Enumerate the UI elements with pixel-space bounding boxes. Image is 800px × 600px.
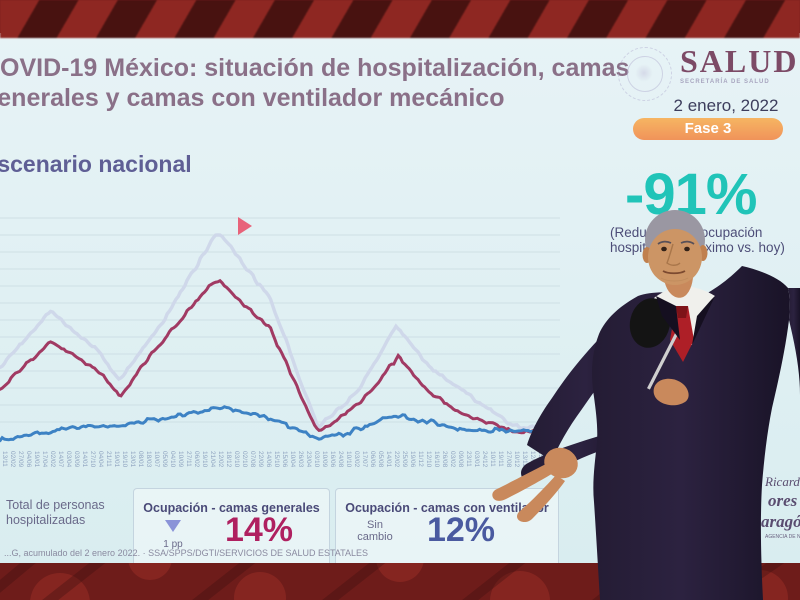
svg-text:ores: ores bbox=[768, 491, 798, 510]
svg-text:aragón: aragón bbox=[761, 512, 800, 531]
svg-text:AGENCIA DE NOTICIAS: AGENCIA DE NOTICIAS bbox=[765, 534, 800, 540]
